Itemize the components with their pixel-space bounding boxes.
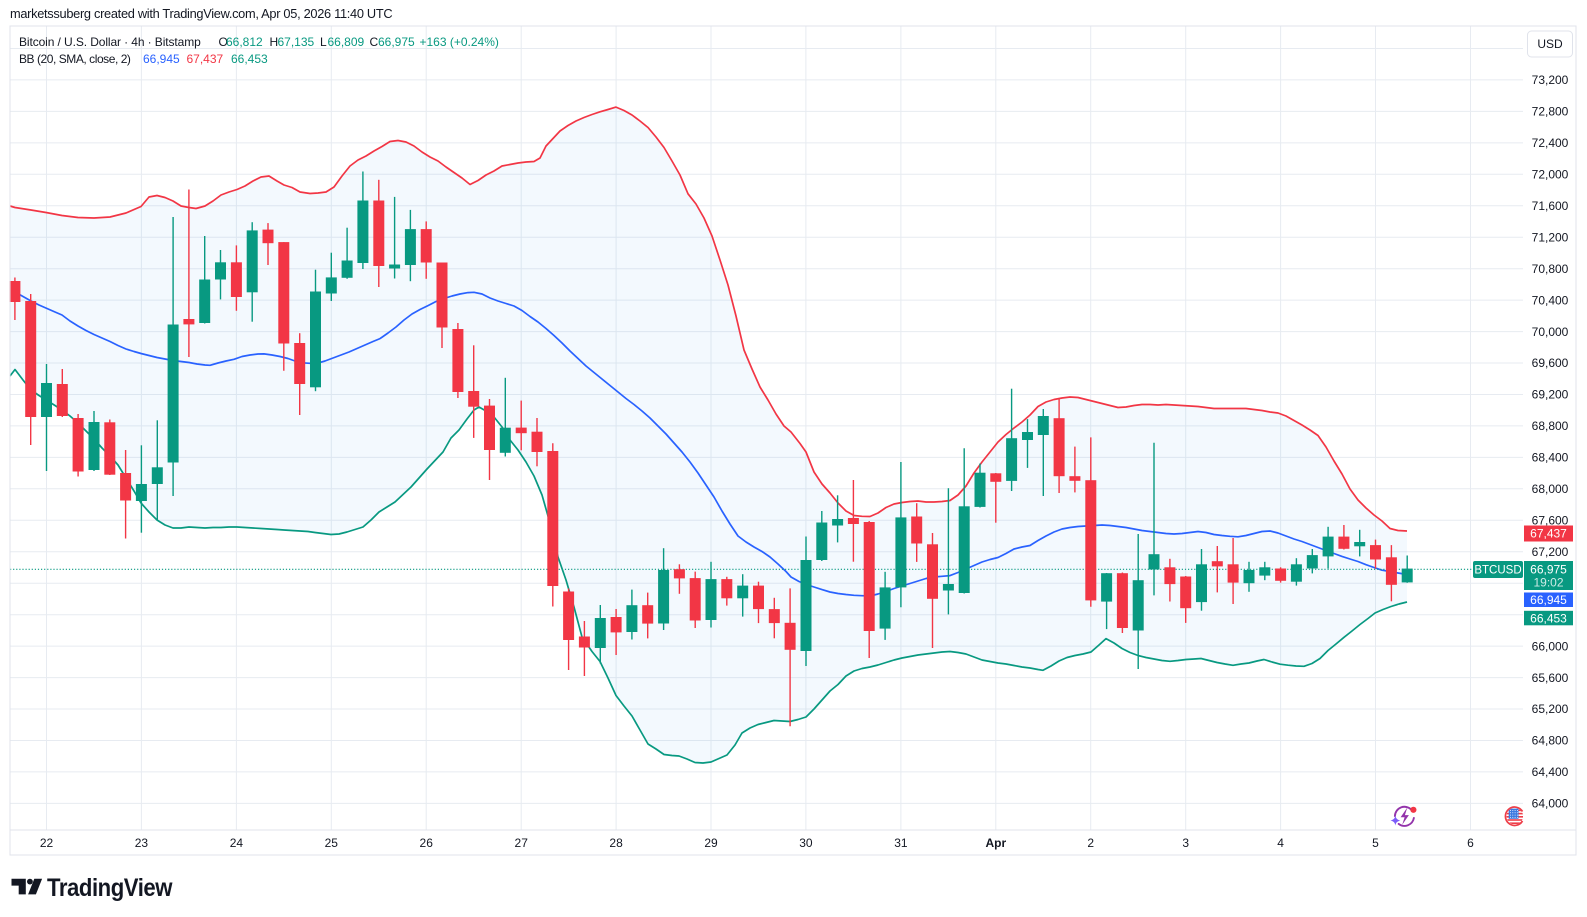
svg-text:72,400: 72,400: [1532, 136, 1569, 150]
svg-text:70,400: 70,400: [1532, 293, 1569, 307]
svg-text:3: 3: [1182, 836, 1189, 850]
svg-text:6: 6: [1467, 836, 1474, 850]
svg-text:24: 24: [230, 836, 244, 850]
svg-text:4: 4: [1277, 836, 1284, 850]
svg-text:5: 5: [1372, 836, 1379, 850]
svg-text:65,600: 65,600: [1532, 671, 1569, 685]
svg-text:68,800: 68,800: [1532, 419, 1569, 433]
svg-text:64,000: 64,000: [1532, 797, 1569, 811]
svg-text:67,437: 67,437: [1530, 527, 1567, 541]
svg-text:68,000: 68,000: [1532, 482, 1569, 496]
svg-text:19:02: 19:02: [1533, 576, 1563, 590]
svg-text:66,975: 66,975: [1530, 562, 1567, 576]
svg-text:65,200: 65,200: [1532, 702, 1569, 716]
svg-text:67,600: 67,600: [1532, 514, 1569, 528]
svg-text:64,800: 64,800: [1532, 734, 1569, 748]
svg-text:25: 25: [325, 836, 339, 850]
svg-text:68,400: 68,400: [1532, 451, 1569, 465]
svg-text:29: 29: [704, 836, 718, 850]
svg-text:72,000: 72,000: [1532, 168, 1569, 182]
svg-text:71,200: 71,200: [1532, 230, 1569, 244]
svg-text:66,945: 66,945: [1530, 593, 1567, 607]
svg-text:70,000: 70,000: [1532, 325, 1569, 339]
svg-text:66,000: 66,000: [1532, 639, 1569, 653]
svg-text:64,400: 64,400: [1532, 765, 1569, 779]
svg-text:72,800: 72,800: [1532, 105, 1569, 119]
svg-text:66,453: 66,453: [1530, 612, 1567, 626]
svg-text:23: 23: [135, 836, 149, 850]
svg-text:Apr: Apr: [985, 836, 1006, 850]
svg-text:27: 27: [515, 836, 529, 850]
svg-text:2: 2: [1087, 836, 1094, 850]
svg-text:73,200: 73,200: [1532, 73, 1569, 87]
svg-text:22: 22: [40, 836, 54, 850]
svg-text:69,600: 69,600: [1532, 356, 1569, 370]
svg-text:70,800: 70,800: [1532, 262, 1569, 276]
svg-text:69,200: 69,200: [1532, 388, 1569, 402]
svg-text:BTCUSD: BTCUSD: [1474, 565, 1521, 577]
svg-text:71,600: 71,600: [1532, 199, 1569, 213]
svg-text:26: 26: [420, 836, 434, 850]
svg-text:28: 28: [609, 836, 623, 850]
svg-text:USD: USD: [1537, 37, 1563, 51]
svg-text:30: 30: [799, 836, 813, 850]
svg-text:67,200: 67,200: [1532, 545, 1569, 559]
svg-text:31: 31: [894, 836, 908, 850]
